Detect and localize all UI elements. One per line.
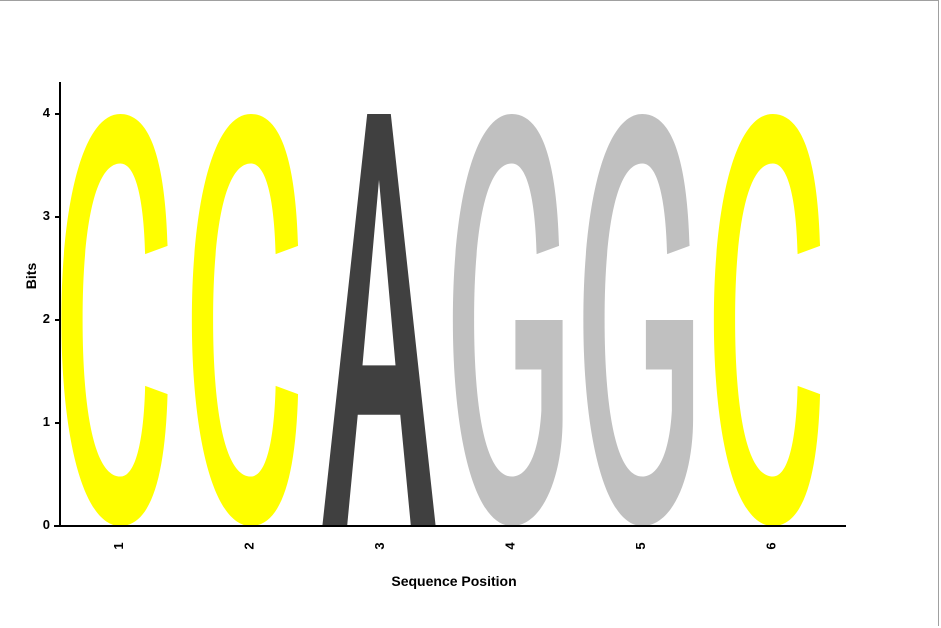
letter-C-position-1: [61, 114, 168, 526]
y-axis-title: Bits: [23, 263, 39, 290]
letter-C-position-6: [713, 114, 821, 526]
x-tick-label: 4: [503, 542, 518, 550]
x-tick-label: 2: [242, 542, 257, 549]
x-ticks: 1 2 3 4 5 6: [111, 542, 779, 550]
letter-G-position-4: [452, 114, 563, 526]
x-tick-label: 3: [372, 542, 387, 549]
letter-C-position-2: [191, 114, 299, 526]
x-tick-label: 1: [111, 542, 126, 549]
y-tick-label: 4: [43, 105, 51, 120]
y-tick-label: 0: [43, 517, 50, 532]
x-axis-title: Sequence Position: [391, 573, 516, 589]
letter-A-position-3: [322, 114, 436, 526]
x-tick-label: 5: [633, 542, 648, 549]
letter-stacks: [61, 114, 821, 526]
letter-G-position-5: [583, 114, 694, 526]
x-tick-label: 6: [764, 542, 779, 549]
y-tick-label: 3: [43, 208, 50, 223]
axes: [54, 82, 846, 527]
y-tick-label: 2: [43, 311, 50, 326]
y-tick-label: 1: [43, 414, 50, 429]
y-ticks: 0 1 2 3 4: [43, 105, 60, 532]
